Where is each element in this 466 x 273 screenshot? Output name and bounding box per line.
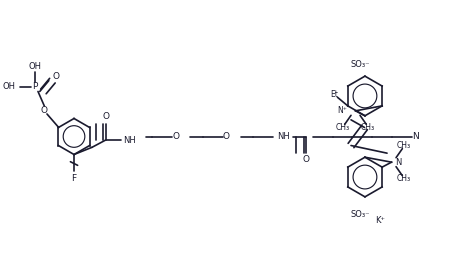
Text: OH: OH [29,62,42,71]
Text: NH: NH [278,132,290,141]
Text: Et: Et [330,90,338,99]
Text: NH: NH [123,136,137,145]
Text: P: P [33,82,38,91]
Text: CH₃: CH₃ [336,123,350,132]
Text: OH: OH [2,82,15,91]
Text: N: N [412,132,419,141]
Text: N⁺: N⁺ [337,106,348,115]
Text: K⁺: K⁺ [375,216,385,225]
Text: O: O [41,106,48,115]
Text: O: O [102,112,109,121]
Text: CH₃: CH₃ [397,174,411,183]
Text: CH₃: CH₃ [397,141,411,150]
Text: O: O [172,132,179,141]
Text: CH₃: CH₃ [361,123,375,132]
Text: O: O [53,72,60,81]
Text: O: O [303,155,310,164]
Text: SO₃⁻: SO₃⁻ [351,210,370,219]
Text: O: O [223,132,230,141]
Text: SO₃⁻: SO₃⁻ [351,60,370,69]
Text: F: F [71,174,76,183]
Text: N: N [396,158,402,167]
